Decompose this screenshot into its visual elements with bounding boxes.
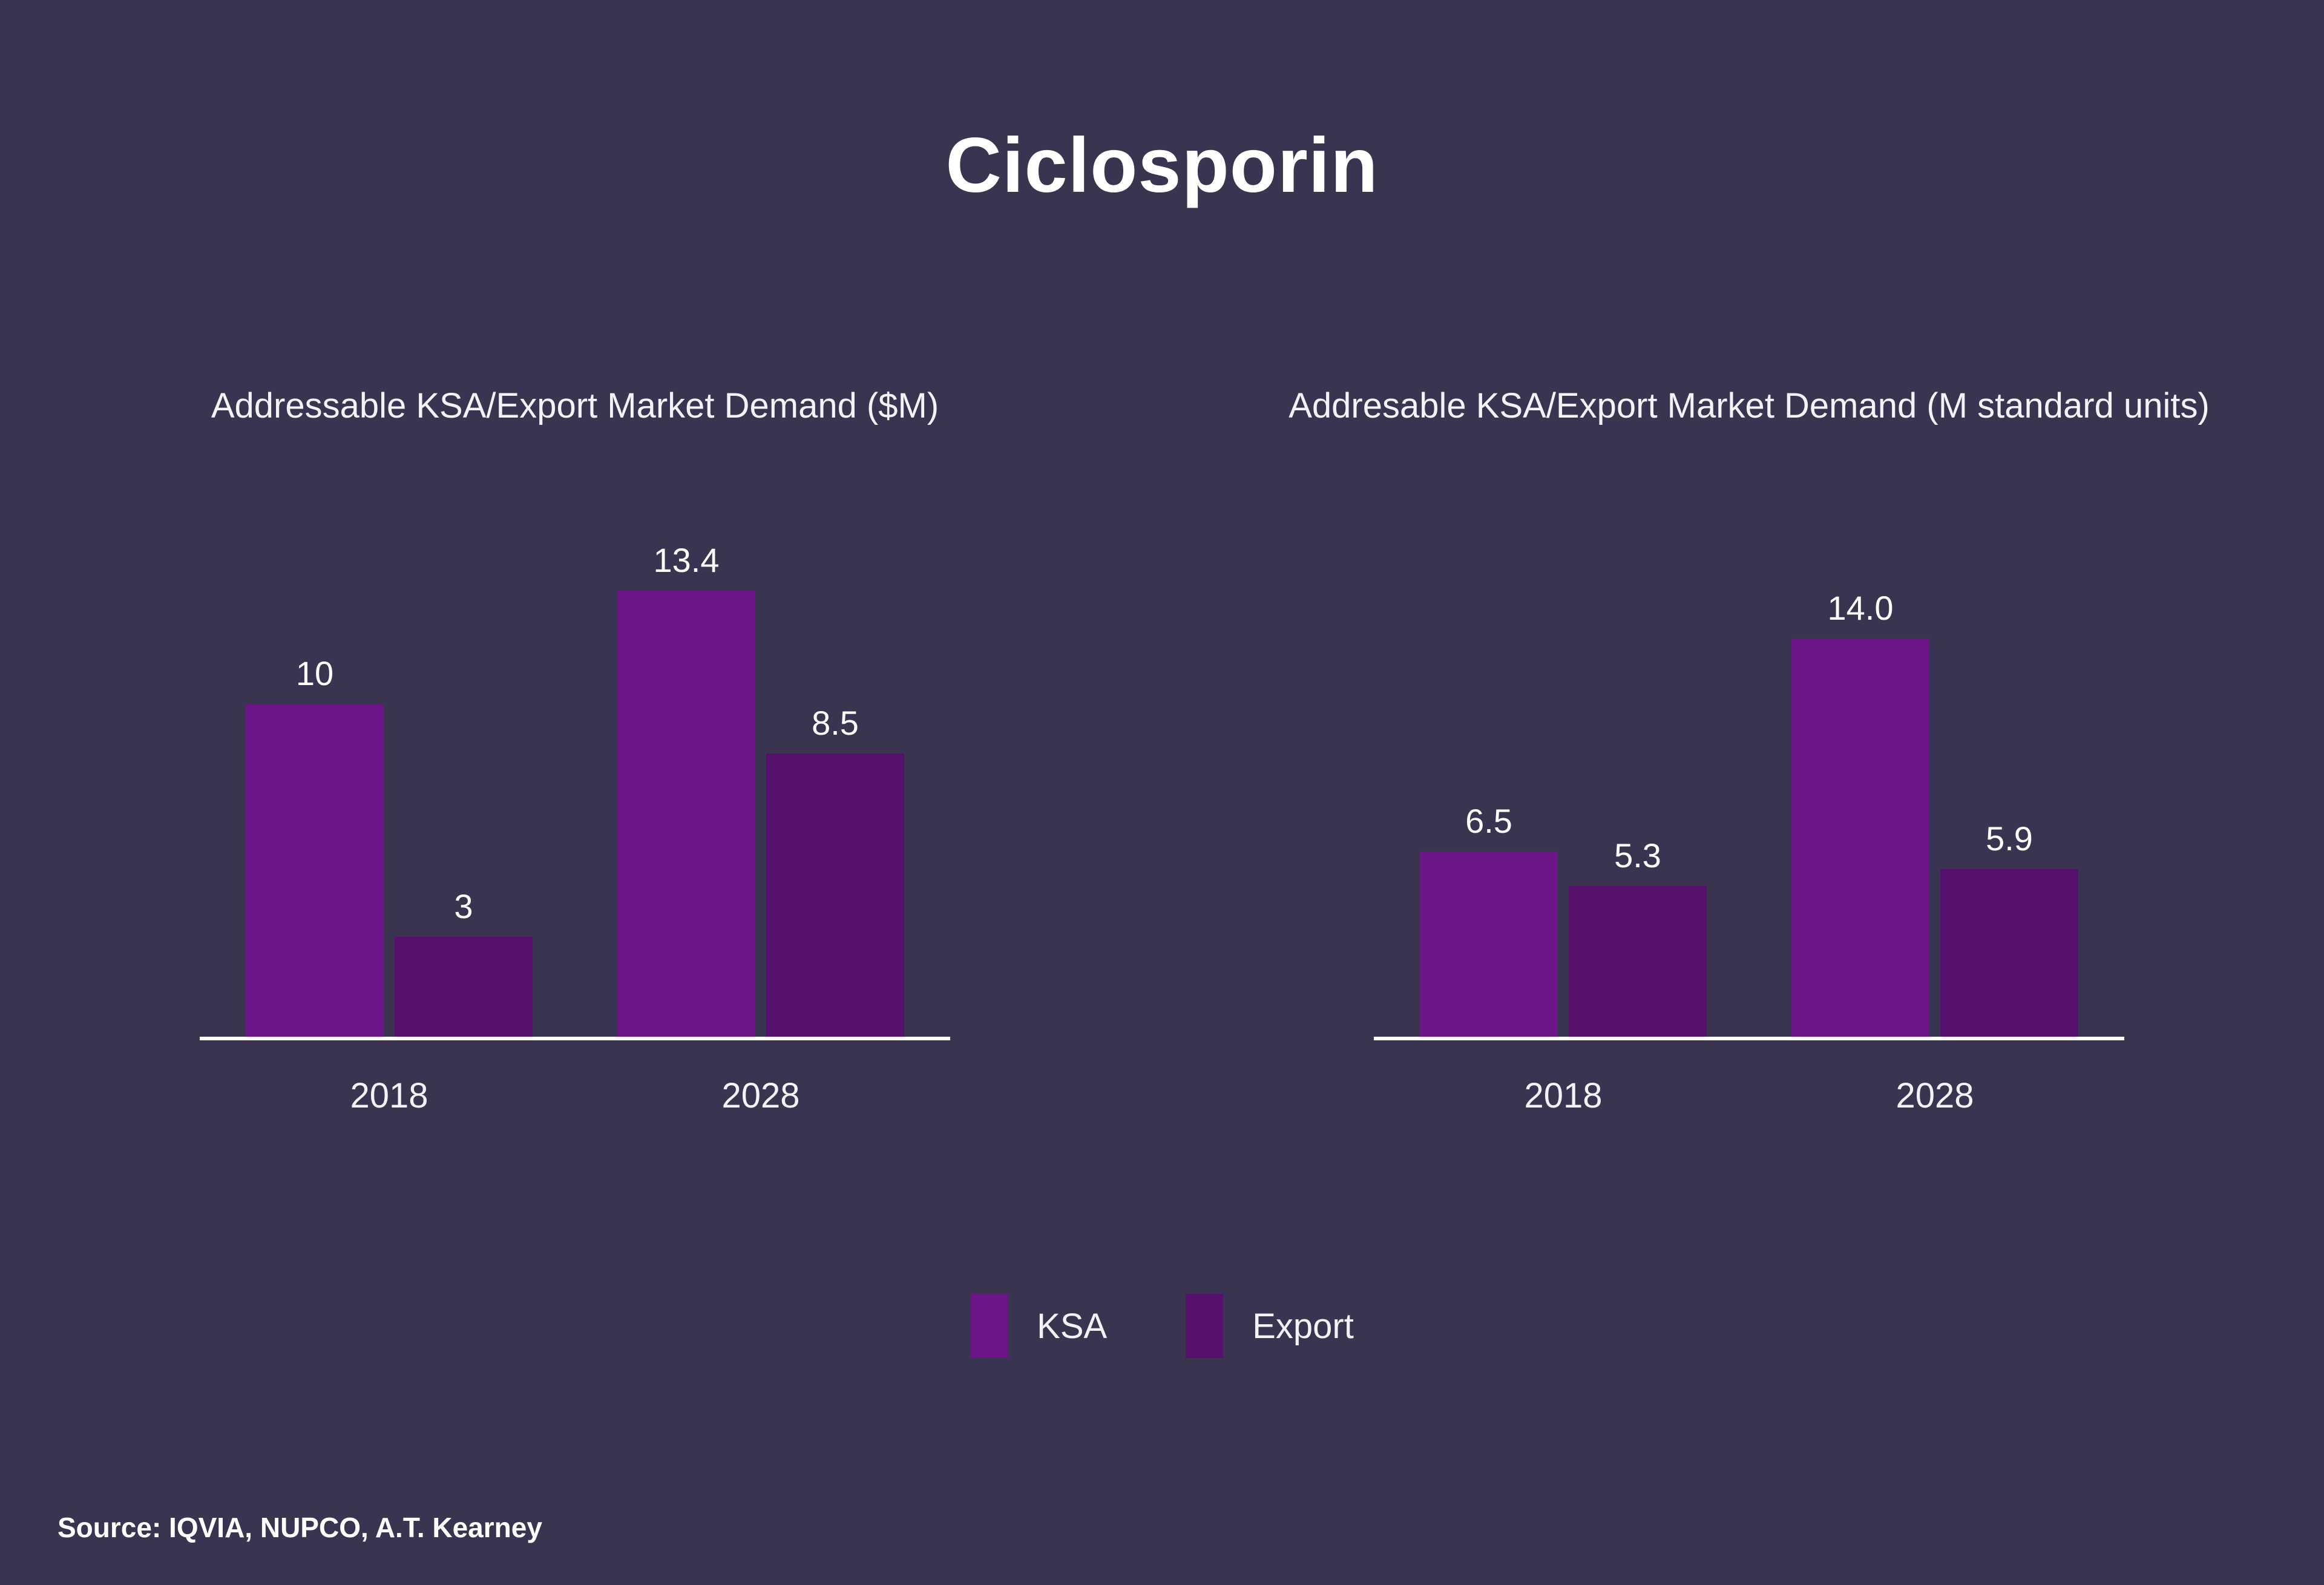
chart-market-demand-units: Addresable KSA/Export Market Demand (M s…: [1288, 386, 2210, 1116]
legend: KSA Export: [0, 1294, 2324, 1358]
category-label-2028: 2028: [721, 1076, 800, 1115]
page-title: Ciclosporin: [945, 122, 1379, 209]
category-axis-units: 2018 2028: [1374, 1075, 2124, 1116]
value-label-export-2018: 5.3: [1614, 836, 1661, 875]
charts-row: Addressable KSA/Export Market Demand ($M…: [0, 386, 2324, 1116]
legend-item-ksa: KSA: [970, 1294, 1107, 1358]
legend-label-ksa: KSA: [1037, 1306, 1108, 1346]
legend-swatch-export: [1186, 1294, 1224, 1358]
value-label-ksa-2028: 14.0: [1827, 589, 1894, 627]
legend-swatch-ksa: [970, 1294, 1008, 1358]
bar-group-2018: 6.5 5.3: [1420, 804, 1707, 1037]
bar-ksa-2028: [1791, 638, 1929, 1037]
bar-wrap-ksa-2028: 13.4: [617, 543, 755, 1037]
legend-item-export: Export: [1186, 1294, 1354, 1358]
bar-wrap-export-2028: 5.9: [1940, 822, 2078, 1037]
bar-group-2028: 13.4 8.5: [617, 543, 904, 1037]
category-label-2018: 2018: [350, 1076, 428, 1115]
bar-group-2028: 14.0 5.9: [1791, 591, 2078, 1037]
bar-wrap-export-2018: 3: [395, 890, 533, 1037]
value-label-ksa-2028: 13.4: [653, 541, 720, 579]
bar-group-2018: 10 3: [246, 657, 533, 1037]
value-label-export-2028: 8.5: [812, 704, 859, 742]
bar-ksa-2028: [617, 591, 755, 1037]
plot-area-units: 6.5 5.3 14.0 5.9: [1374, 526, 2124, 1040]
bar-export-2028: [1940, 869, 2078, 1037]
bar-wrap-export-2018: 5.3: [1569, 839, 1707, 1037]
bar-ksa-2018: [246, 704, 384, 1037]
source-note: Source: IQVIA, NUPCO, A.T. Kearney: [57, 1512, 542, 1543]
bar-wrap-ksa-2018: 6.5: [1420, 804, 1558, 1037]
value-label-ksa-2018: 10: [295, 654, 334, 692]
value-label-ksa-2018: 6.5: [1465, 802, 1512, 840]
plot-area-dollars: 10 3 13.4 8.5: [200, 526, 950, 1040]
bar-wrap-export-2028: 8.5: [766, 706, 904, 1037]
chart-title-dollars: Addressable KSA/Export Market Demand ($M…: [211, 386, 939, 425]
bar-ksa-2018: [1420, 852, 1558, 1037]
legend-label-export: Export: [1252, 1306, 1354, 1346]
chart-market-demand-dollars: Addressable KSA/Export Market Demand ($M…: [200, 386, 950, 1116]
bar-export-2018: [1569, 886, 1707, 1037]
value-label-export-2028: 5.9: [1986, 819, 2033, 858]
bar-export-2018: [395, 937, 533, 1037]
bar-wrap-ksa-2018: 10: [246, 657, 384, 1037]
category-label-2028: 2028: [1896, 1076, 1974, 1115]
category-axis-dollars: 2018 2028: [200, 1075, 950, 1116]
category-label-2018: 2018: [1524, 1076, 1603, 1115]
value-label-export-2018: 3: [454, 887, 473, 925]
bar-export-2028: [766, 753, 904, 1037]
chart-title-units: Addresable KSA/Export Market Demand (M s…: [1288, 386, 2210, 425]
bar-wrap-ksa-2028: 14.0: [1791, 591, 1929, 1037]
